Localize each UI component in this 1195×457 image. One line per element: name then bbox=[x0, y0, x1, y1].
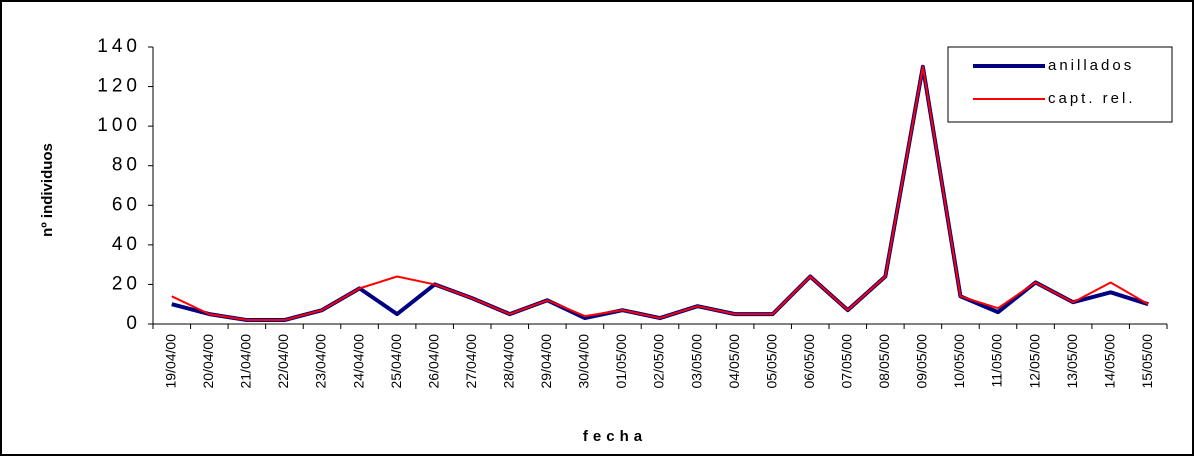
x-tick-label: 13/05/00 bbox=[1064, 334, 1080, 389]
legend-label: capt. rel. bbox=[1048, 90, 1136, 107]
x-tick-label: 12/05/00 bbox=[1026, 334, 1042, 389]
x-tick-label: 02/05/00 bbox=[651, 334, 667, 389]
x-tick-label: 22/04/00 bbox=[275, 334, 291, 389]
x-tick-label: 10/05/00 bbox=[951, 334, 967, 389]
y-axis-title: nº individuos bbox=[39, 143, 56, 237]
x-tick-label: 03/05/00 bbox=[688, 334, 704, 389]
y-tick-label: 60 bbox=[112, 194, 141, 215]
x-tick-label: 06/05/00 bbox=[801, 334, 817, 389]
x-tick-label: 28/04/00 bbox=[500, 334, 516, 389]
y-tick-label: 0 bbox=[126, 313, 141, 334]
x-tick-label: 11/05/00 bbox=[989, 334, 1005, 388]
y-tick-label: 80 bbox=[112, 155, 141, 176]
y-tick-label: 140 bbox=[97, 36, 141, 57]
line-series bbox=[171, 65, 1149, 322]
x-tick-label: 30/04/00 bbox=[576, 334, 592, 389]
legend-box bbox=[947, 46, 1173, 123]
x-tick-label: 15/05/00 bbox=[1139, 334, 1155, 389]
x-tick-label: 14/05/00 bbox=[1101, 334, 1117, 389]
x-axis-title: fecha bbox=[583, 428, 647, 445]
x-tick-label: 24/04/00 bbox=[350, 334, 366, 389]
y-tick-label: 20 bbox=[112, 273, 141, 294]
x-tick-label: 26/04/00 bbox=[425, 334, 441, 389]
x-tick-label: 07/05/00 bbox=[838, 334, 854, 389]
x-tick-label: 01/05/00 bbox=[613, 334, 629, 389]
x-tick-label: 21/04/00 bbox=[238, 334, 254, 389]
x-tick-label: 25/04/00 bbox=[388, 334, 404, 389]
y-tick-label: 40 bbox=[112, 234, 141, 255]
x-tick-label: 20/04/00 bbox=[200, 334, 216, 389]
x-tick-label: 08/05/00 bbox=[876, 334, 892, 389]
x-tick-label: 27/04/00 bbox=[463, 334, 479, 389]
y-tick-label: 120 bbox=[97, 76, 141, 97]
x-tick-label: 29/04/00 bbox=[538, 334, 554, 389]
x-tick-label: 23/04/00 bbox=[313, 334, 329, 389]
legend-label: anillados bbox=[1048, 57, 1134, 74]
x-tick-label: 04/05/00 bbox=[726, 334, 742, 389]
x-tick-label: 19/04/00 bbox=[162, 334, 178, 389]
x-tick-label: 05/05/00 bbox=[763, 334, 779, 389]
y-tick-label: 100 bbox=[97, 115, 141, 136]
x-tick-label: 09/05/00 bbox=[914, 334, 930, 389]
